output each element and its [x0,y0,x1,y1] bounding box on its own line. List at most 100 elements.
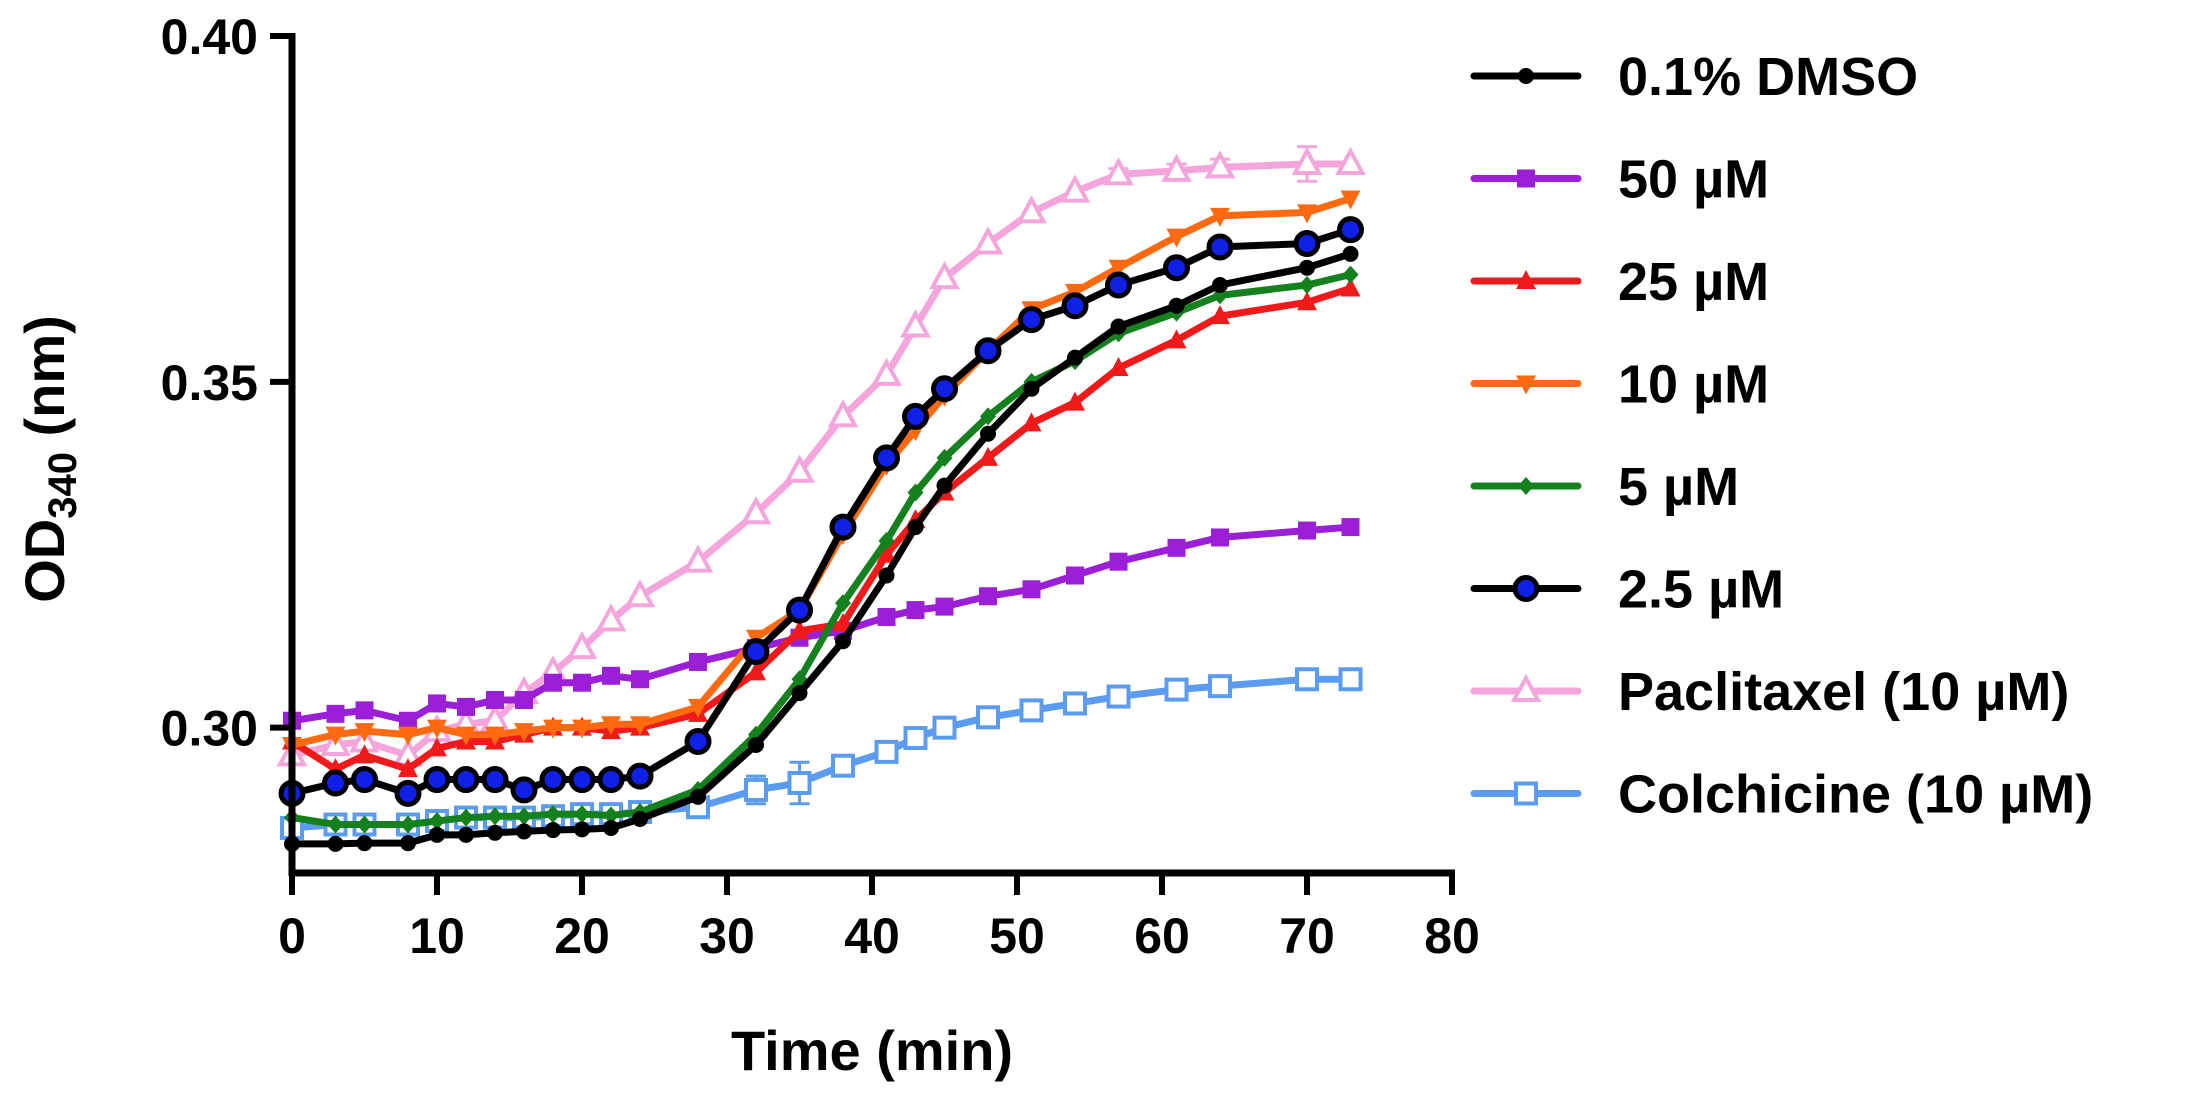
series-layer [276,145,1366,852]
data-point [427,737,447,757]
data-point [452,766,480,794]
data-point [1297,291,1317,311]
data-point [1166,228,1187,248]
data-point [632,810,648,827]
data-point [1299,259,1315,276]
data-point [746,661,766,681]
data-point [1297,204,1317,224]
legend-label: 50 µM [1618,150,1769,210]
data-point [458,808,474,827]
data-point [906,601,925,620]
data-point [485,726,505,746]
y-tick-label: 0.35 [161,355,258,411]
legend-item: 25 µM [1470,252,1769,312]
data-point [931,375,958,403]
data-point [935,597,954,616]
data-point [327,835,344,852]
data-point [903,726,928,751]
data-point [626,762,654,790]
data-point [573,673,591,692]
data-point [457,697,475,716]
data-point [1293,230,1321,257]
data-point [972,226,1004,255]
data-point [351,766,378,794]
data-point [456,726,476,746]
data-point [874,739,899,764]
data-point [1295,667,1319,692]
data-point [355,701,374,720]
data-point [568,766,596,794]
data-point [603,819,619,836]
data-point [1342,245,1359,262]
data-point [1110,318,1127,335]
data-point [1291,146,1323,175]
data-point [827,399,859,428]
legend-label: 25 µM [1618,252,1769,312]
y-axis-ticks: 0.30 0.35 0.40 [161,9,292,757]
data-point [878,531,895,550]
series-line [288,250,1354,848]
data-point [1018,306,1045,334]
data-point [356,815,373,834]
x-tick-label: 50 [989,908,1045,964]
y-axis-title: OD340 (nm) [13,315,85,603]
series-line [288,675,1354,832]
x-tick-label: 30 [699,908,755,964]
data-point [1103,157,1134,186]
y-axis-title-main: OD [13,519,76,603]
data-point [1022,580,1041,599]
data-point [1338,667,1363,692]
data-point [742,638,770,666]
data-point [744,777,768,802]
data-point [327,815,344,834]
legend-marker [1516,270,1536,289]
data-point [1063,691,1087,716]
data-point [394,779,422,807]
data-point [481,766,509,794]
data-point [689,652,707,671]
data-point [1105,271,1132,299]
data-point [878,567,895,584]
data-point [690,788,706,805]
legend-marker [1512,575,1540,602]
data-point [1206,233,1234,261]
data-point [429,812,445,831]
data-point [1065,391,1085,411]
x-tick-label: 40 [844,908,900,964]
data-point [545,805,561,824]
legend-item: 5 µM [1470,457,1739,517]
data-point [907,519,924,536]
legend-marker [1518,477,1534,495]
data-point [326,704,345,723]
x-axis-ticks: 0 10 20 30 40 50 60 70 80 [278,873,1480,964]
data-point [428,694,446,713]
legend-label: 0.1% DMSO [1618,47,1918,107]
x-tick-label: 0 [278,908,306,964]
legend-item: 50 µM [1470,150,1769,210]
data-point [356,835,373,852]
data-point [1212,277,1228,293]
data-point [566,630,598,660]
data-point [684,728,712,755]
data-point [936,477,953,494]
data-point [574,821,590,838]
data-point [786,596,813,624]
data-point [1340,190,1361,210]
data-point [423,766,451,794]
data-point [877,608,896,626]
data-point [1164,677,1189,702]
data-point [871,357,902,386]
data-point [597,766,625,794]
data-point [1168,297,1185,314]
legend-item: Colchicine (10 µM) [1470,765,2093,825]
data-point [487,824,503,841]
series-line [288,226,1354,797]
legend-label: 2.5 µM [1618,560,1784,620]
data-point [539,766,567,794]
data-point [458,826,474,843]
data-point [354,744,375,764]
series-6 [278,216,1364,807]
x-tick-label: 60 [1134,908,1190,964]
legend-label: Paclitaxel (10 µM) [1618,662,2069,722]
